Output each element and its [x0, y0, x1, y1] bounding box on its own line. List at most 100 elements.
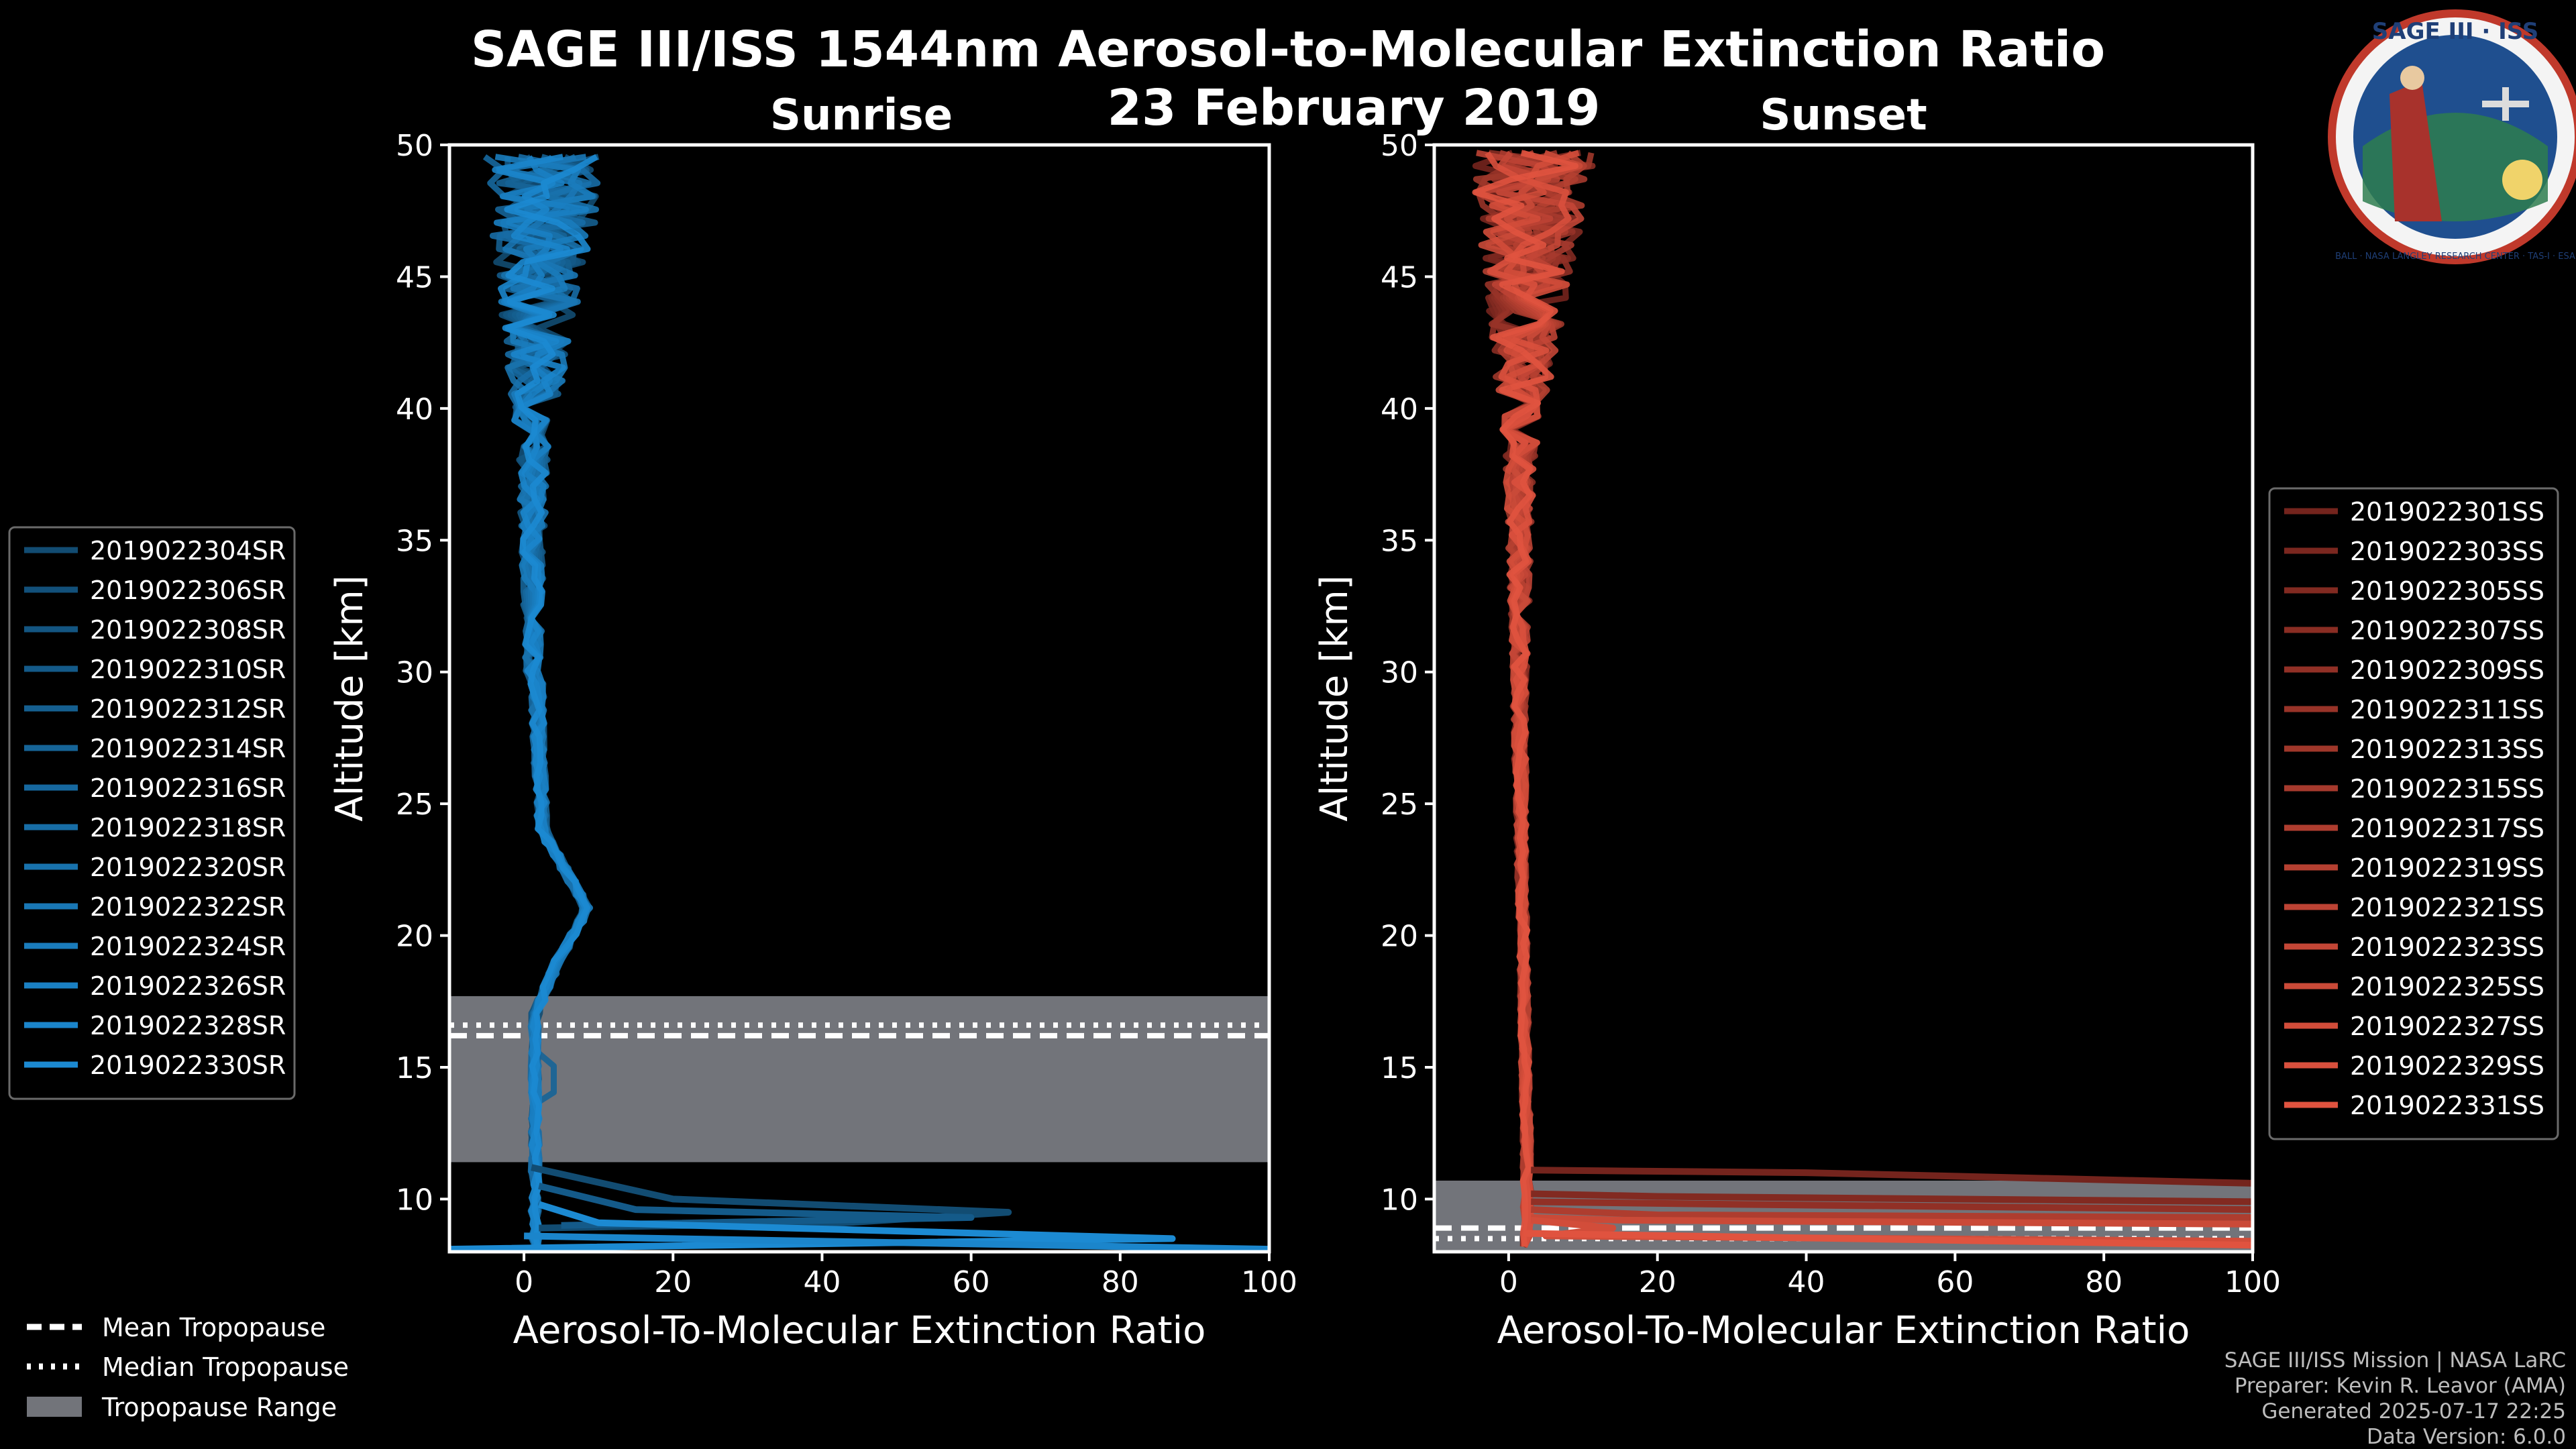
sunset-ytick-label: 50	[1381, 129, 1418, 163]
sunset-xtick-label: 20	[1639, 1265, 1676, 1299]
legend-label-2019022313SS: 2019022313SS	[2350, 735, 2544, 764]
legend-label-2019022320SR: 2019022320SR	[90, 853, 286, 882]
footer-credits: SAGE III/ISS Mission | NASA LaRC Prepare…	[2224, 1348, 2566, 1449]
legend-label-2019022321SS: 2019022321SS	[2350, 893, 2544, 922]
figure-title: SAGE III/ISS 1544nm Aerosol-to-Molecular…	[471, 21, 2105, 78]
sunset-xtick-label: 40	[1788, 1265, 1825, 1299]
legend-label-2019022318SR: 2019022318SR	[90, 813, 286, 843]
sage-logo: SAGE III · ISS BALL · NASA LANGLEY RESEA…	[2328, 9, 2576, 264]
legend-label-2019022325SS: 2019022325SS	[2350, 972, 2544, 1002]
sunrise-xaxis-label: Aerosol-To-Molecular Extinction Ratio	[513, 1309, 1206, 1352]
sunrise-ytick-label: 25	[396, 788, 433, 822]
legend-label-2019022323SS: 2019022323SS	[2350, 932, 2544, 962]
legend-label-2019022331SS: 2019022331SS	[2350, 1091, 2544, 1120]
legend-label-2019022310SR: 2019022310SR	[90, 655, 286, 684]
figure-date: 23 February 2019	[1107, 79, 1600, 137]
legend-label-2019022324SR: 2019022324SR	[90, 932, 286, 961]
sunrise-panel-title: Sunrise	[770, 91, 953, 140]
tropopause-range-swatch	[27, 1397, 82, 1417]
sunset-xtick-label: 60	[1936, 1265, 1974, 1299]
sunrise-ytick-label: 15	[396, 1051, 433, 1085]
legend-label-2019022309SS: 2019022309SS	[2350, 655, 2544, 685]
sunset-panel-title: Sunset	[1760, 91, 1927, 140]
legend-label-2019022303SS: 2019022303SS	[2350, 537, 2544, 566]
sunrise-xtick-label: 80	[1102, 1265, 1139, 1299]
legend-label-2019022328SR: 2019022328SR	[90, 1011, 286, 1040]
sunrise-axes-frame	[447, 143, 1271, 1254]
sunset-ytick-label: 25	[1381, 788, 1418, 822]
sunrise-xtick-label: 100	[1241, 1265, 1297, 1299]
sunrise-ytick-label: 35	[396, 524, 433, 558]
legend-label-2019022316SR: 2019022316SR	[90, 773, 286, 803]
sunrise-ytick-label: 40	[396, 392, 433, 427]
legend-label-2019022315SS: 2019022315SS	[2350, 774, 2544, 804]
footer-data-version: Data Version: 6.0.0	[2367, 1425, 2566, 1449]
sunset-ytick-label: 40	[1381, 392, 1418, 427]
sunrise-ytick-label: 20	[396, 920, 433, 954]
sunrise-ytick-label: 50	[396, 129, 433, 163]
sunrise-xtick-label: 40	[803, 1265, 841, 1299]
sunrise-ytick-label: 45	[396, 260, 433, 294]
sunset-ytick-label: 10	[1381, 1183, 1418, 1217]
sunset-ytick-label: 20	[1381, 920, 1418, 954]
profile-spike-2019022325SS	[1531, 1214, 2253, 1228]
legend-label-2019022308SR: 2019022308SR	[90, 615, 286, 645]
sunset-yaxis-label: Altitude [km]	[1313, 575, 1356, 821]
legend-label-2019022311SS: 2019022311SS	[2350, 695, 2544, 724]
mean-tropopause-label: Mean Tropopause	[102, 1313, 325, 1342]
logo-name: SAGE III · ISS	[2372, 18, 2538, 45]
sunrise-legend: 2019022304SR 2019022306SR 2019022308SR 2019…	[8, 526, 296, 1100]
profile-2019022331SS	[1472, 150, 1579, 1247]
sunset-xtick-label: 0	[1499, 1265, 1518, 1299]
legend-label-2019022305SS: 2019022305SS	[2350, 576, 2544, 606]
sunrise-xtick-label: 0	[515, 1265, 533, 1299]
legend-label-2019022314SR: 2019022314SR	[90, 734, 286, 763]
sunset-xaxis-label: Aerosol-To-Molecular Extinction Ratio	[1497, 1309, 2190, 1352]
sunrise-xtick-label: 60	[953, 1265, 990, 1299]
sunset-xtick-label: 100	[2224, 1265, 2281, 1299]
profile-spike-2019022309SS	[1531, 1198, 2253, 1214]
profile-spike-2019022301SS	[1531, 1167, 2253, 1187]
sunset-ytick-label: 45	[1381, 260, 1418, 294]
legend-label-2019022330SR: 2019022330SR	[90, 1051, 286, 1080]
legend-label-2019022312SR: 2019022312SR	[90, 694, 286, 724]
legend-label-2019022307SS: 2019022307SS	[2350, 616, 2544, 645]
sunset-ytick-label: 15	[1381, 1051, 1418, 1085]
profile-2019022323SS	[1496, 151, 1585, 1248]
profile-spike-2019022328SR	[524, 1232, 1269, 1252]
sunrise-yaxis-label: Altitude [km]	[328, 575, 372, 821]
legend-label-2019022322SR: 2019022322SR	[90, 892, 286, 922]
legend-label-2019022319SS: 2019022319SS	[2350, 853, 2544, 883]
footer-generated: Generated 2025-07-17 22:25	[2261, 1399, 2566, 1424]
profile-2019022330SR	[502, 154, 598, 1251]
legend-label-2019022304SR: 2019022304SR	[90, 536, 286, 566]
profile-spike-2019022317SS	[1530, 1206, 2253, 1221]
sunrise-ytick-label: 10	[396, 1183, 433, 1217]
legend-label-2019022329SS: 2019022329SS	[2350, 1051, 2544, 1081]
profile-spike-2019022331SS	[1523, 1230, 2253, 1249]
sunset-plot: 0 20 40 60 80 100 10 15 20 25 30 35 40 45 50 Aerosol-To…	[1313, 129, 2281, 1352]
legend-label-2019022317SS: 2019022317SS	[2350, 814, 2544, 843]
sunrise-tropopause-range	[449, 996, 1269, 1163]
sunset-legend: 2019022301SS 2019022303SS 2019022305SS 2019…	[2268, 487, 2559, 1140]
legend-label-2019022327SS: 2019022327SS	[2350, 1012, 2544, 1041]
sunrise-plot: 0 20 40 60 80 100 10 15 20 25 30 35 40 45 50 Aerosol-To…	[328, 129, 1297, 1352]
median-tropopause-label: Median Tropopause	[102, 1352, 349, 1382]
legend-label-2019022306SR: 2019022306SR	[90, 576, 286, 605]
tropopause-range-label: Tropopause Range	[101, 1393, 337, 1422]
sunset-ytick-label: 35	[1381, 524, 1418, 558]
profile-spike-2019022310SR	[538, 1182, 975, 1229]
profile-spike-2019022330SR	[449, 1201, 1176, 1252]
footer-preparer: Preparer: Kevin R. Leavor (AMA)	[2235, 1374, 2566, 1398]
sunrise-xtick-label: 20	[654, 1265, 692, 1299]
sunset-ytick-label: 30	[1381, 656, 1418, 690]
legend-label-2019022326SR: 2019022326SR	[90, 971, 286, 1001]
footer-mission: SAGE III/ISS Mission | NASA LaRC	[2224, 1348, 2566, 1373]
legend-label-2019022301SS: 2019022301SS	[2350, 497, 2544, 527]
sunset-axes-frame	[1432, 143, 2255, 1254]
profile-spike-2019022305SS	[1531, 1190, 2253, 1205]
sunset-xtick-label: 80	[2085, 1265, 2123, 1299]
tropopause-legend: Mean Tropopause Median Tropopause Tropop…	[27, 1313, 349, 1422]
logo-ring-text: BALL · NASA LANGLEY RESEARCH CENTER · TA…	[2335, 252, 2575, 262]
